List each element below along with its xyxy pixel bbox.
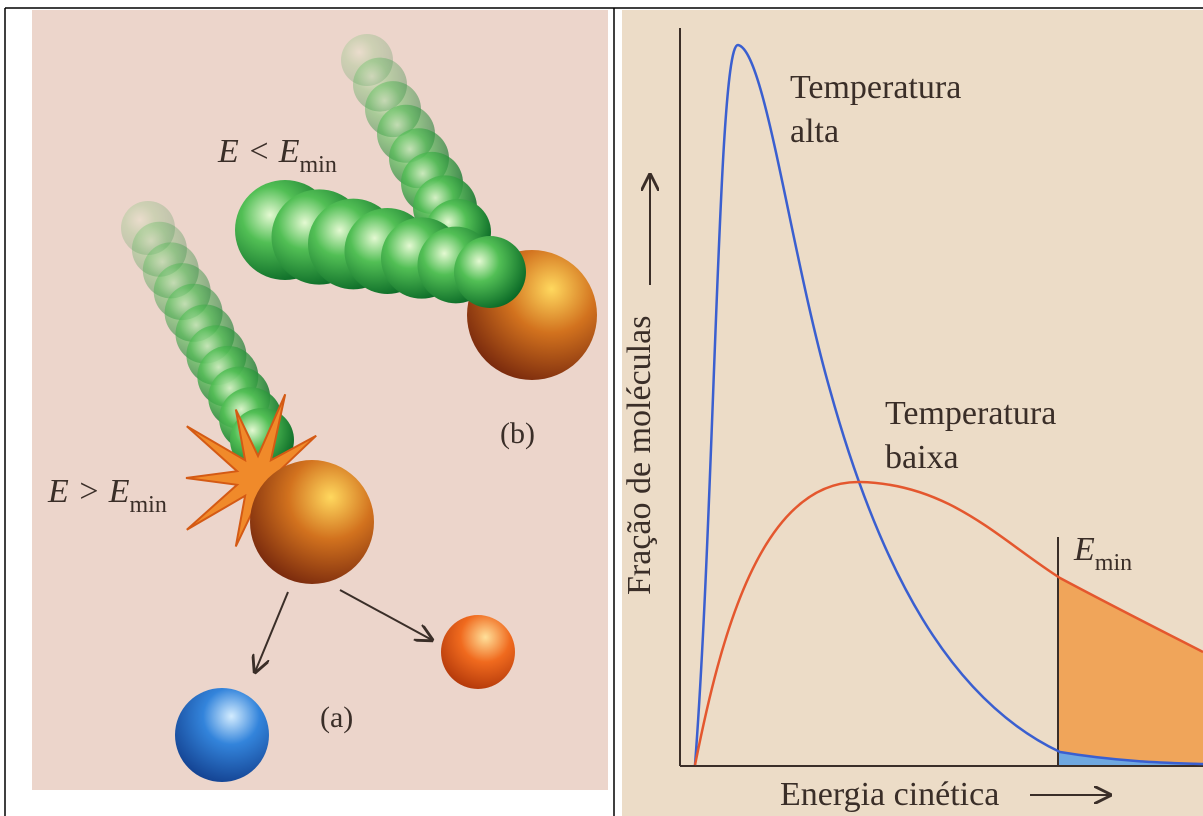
panel-a-label: (a) — [320, 701, 353, 734]
energy-text: E < E — [217, 133, 300, 170]
energy-text: E > E — [47, 473, 130, 510]
y-axis-label: Fração de moléculas — [621, 316, 658, 595]
threshold-text: E — [1073, 531, 1095, 568]
energy-subscript: min — [299, 152, 336, 178]
threshold-subscript: min — [1095, 550, 1132, 576]
curve-label: Temperatura — [790, 69, 961, 106]
curve-label: baixa — [885, 439, 959, 476]
left-panel-bg — [32, 10, 608, 790]
orange-sphere — [441, 615, 515, 689]
green-sphere — [454, 236, 526, 308]
x-axis-label: Energia cinética — [780, 776, 999, 813]
energy-subscript: min — [129, 492, 166, 518]
curve-label: Temperatura — [885, 395, 1056, 432]
figure: E < Emin (b) E > Emin (a) Temperatura al… — [0, 0, 1203, 816]
curve-label: alta — [790, 113, 839, 150]
blue-sphere — [175, 688, 269, 782]
brown-sphere — [250, 460, 374, 584]
panel-b-label: (b) — [500, 417, 535, 450]
